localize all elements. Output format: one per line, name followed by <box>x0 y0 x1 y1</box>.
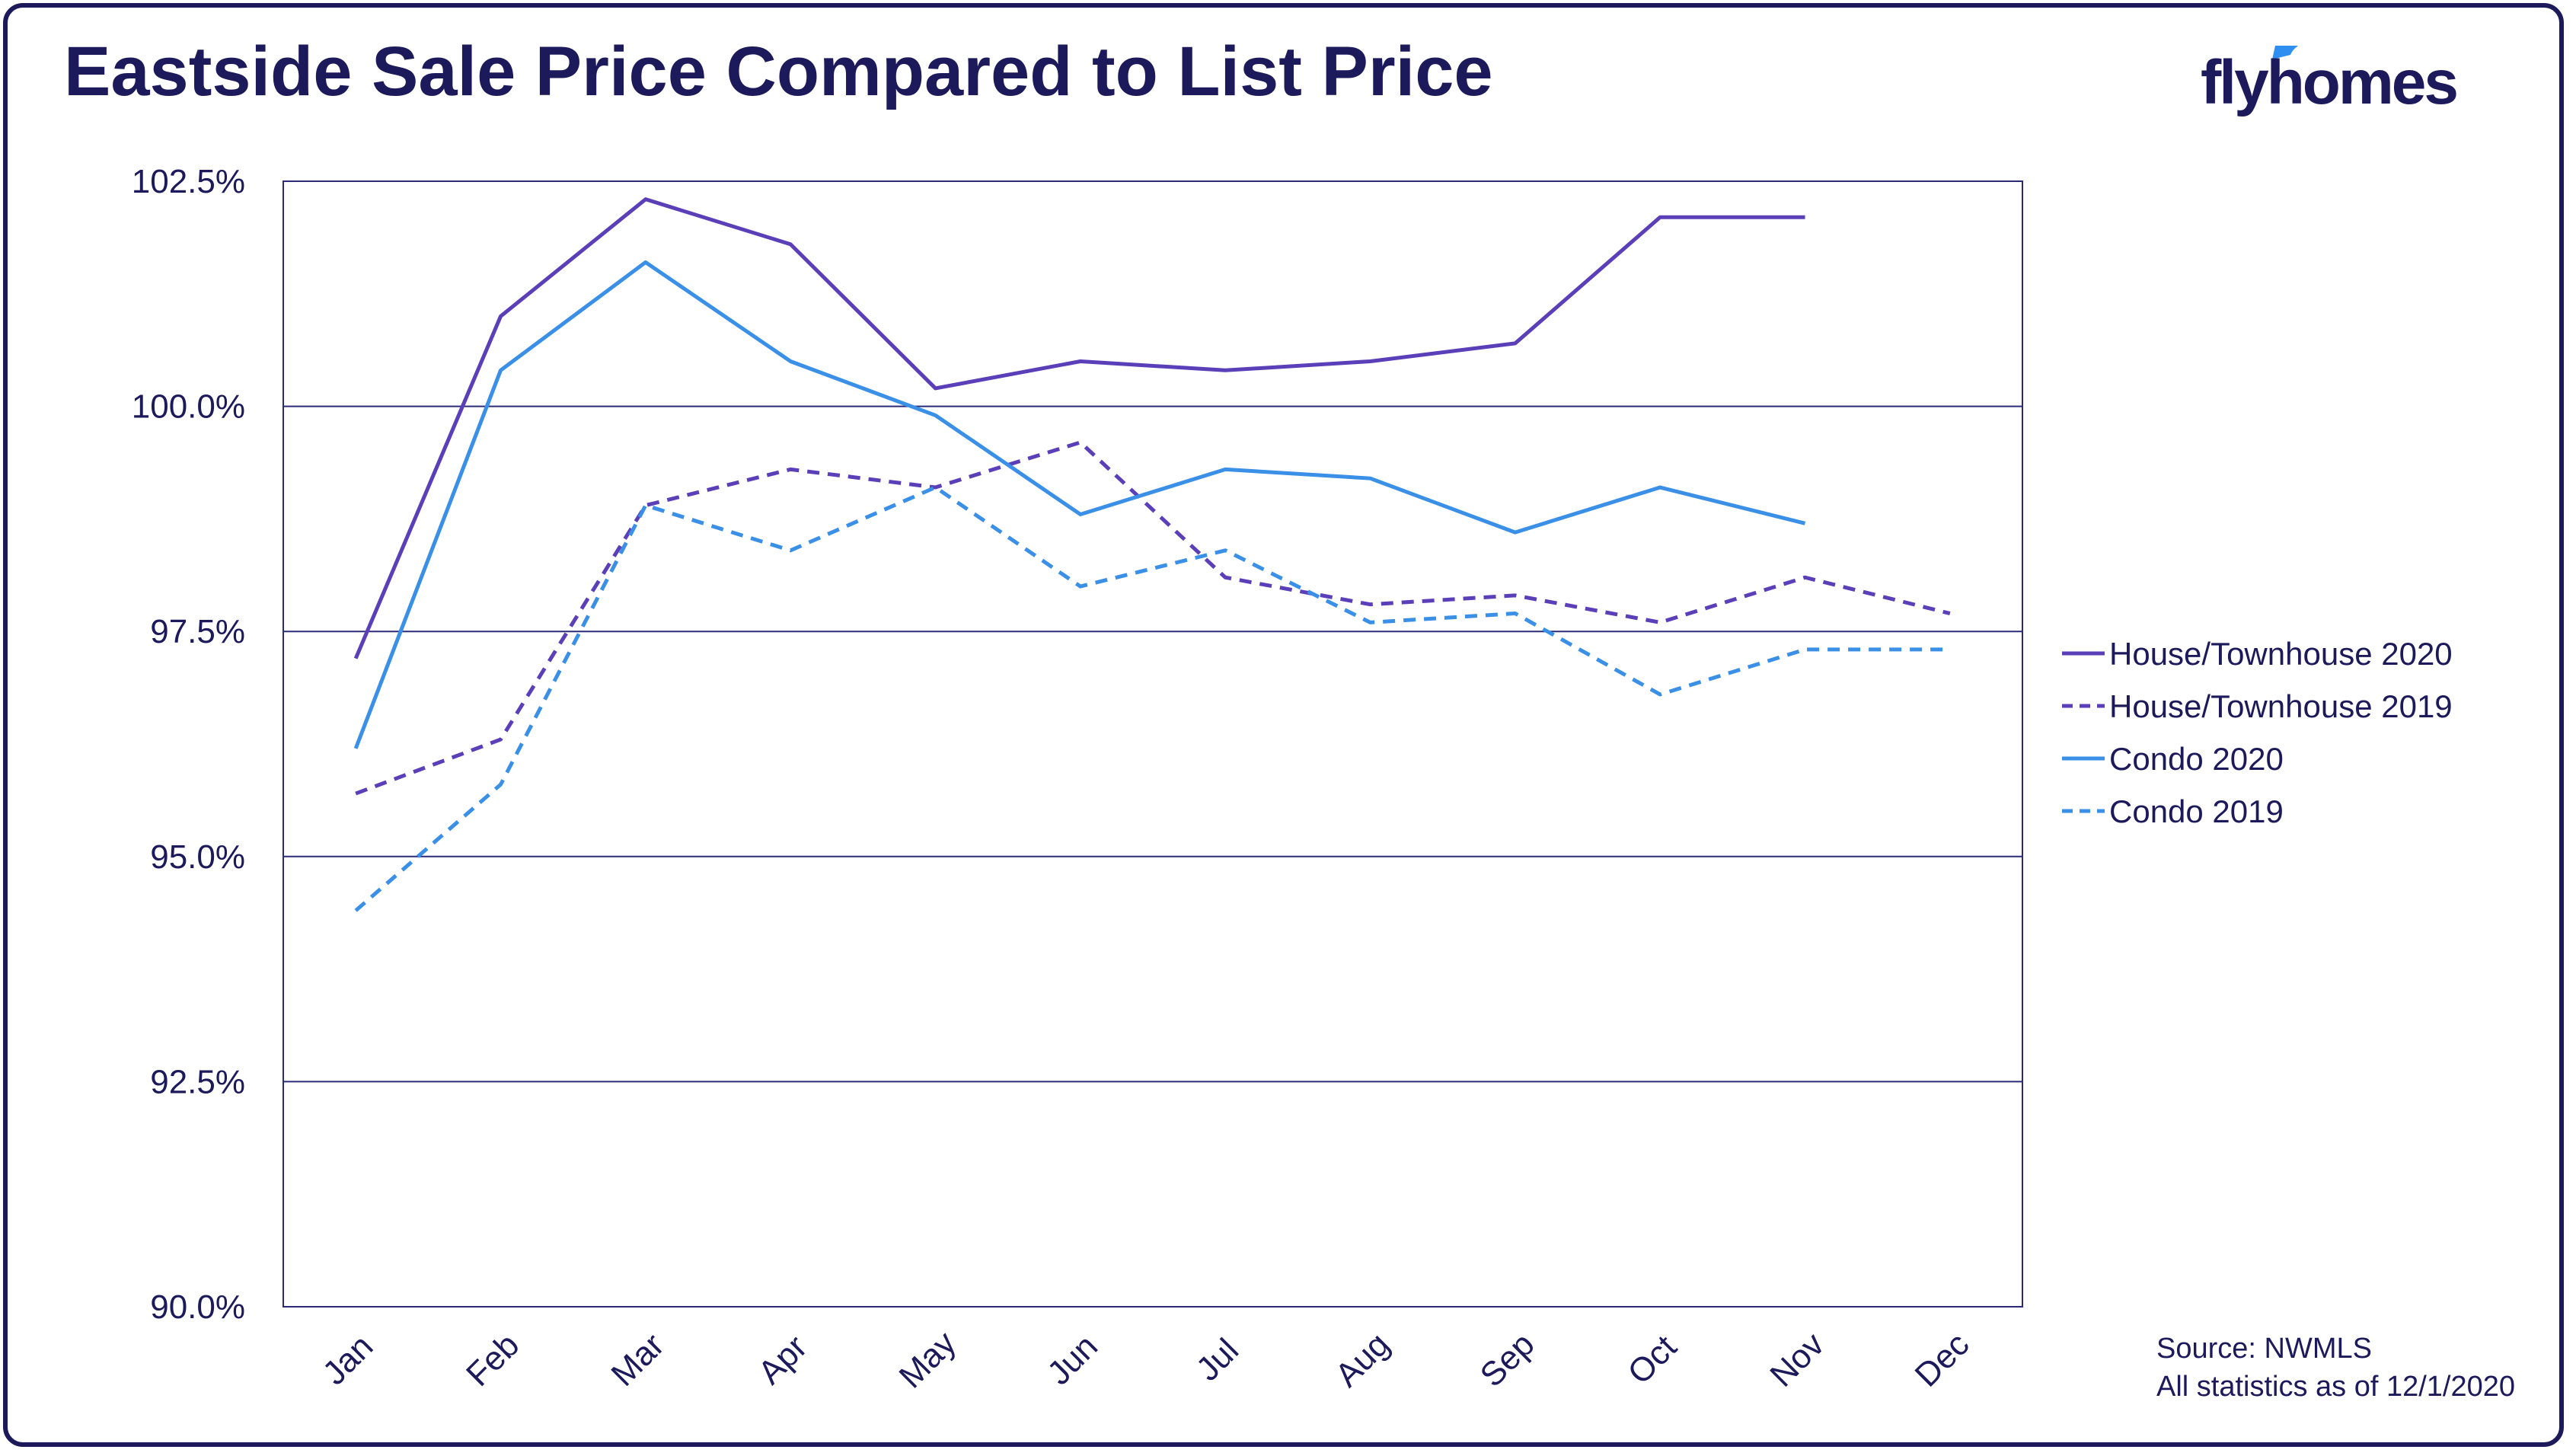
series-line-house-townhouse-2019 <box>355 440 1951 796</box>
y-tick-label: 102.5% <box>132 163 245 200</box>
x-tick-label: Mar <box>604 1327 671 1394</box>
legend-label: Condo 2020 <box>2109 741 2284 777</box>
x-tick-label: Dec <box>1908 1326 1977 1394</box>
series-line-house-townhouse-2020 <box>353 197 1805 659</box>
y-tick-label: 97.5% <box>150 613 245 650</box>
grid-layer <box>282 180 2023 1308</box>
x-tick-label: Jan <box>316 1327 381 1392</box>
series-line-condo-2019 <box>354 485 1950 912</box>
plot-area-border <box>282 180 2023 1308</box>
x-tick-label: Sep <box>1473 1326 1542 1394</box>
chart-title: Eastside Sale Price Compared to List Pri… <box>64 33 1493 110</box>
x-tick-label: Oct <box>1620 1328 1684 1391</box>
source-note: Source: NWMLS All statistics as of 12/1/… <box>2156 1330 2515 1406</box>
logo-wordmark: flyhomes <box>2201 48 2459 117</box>
flyhomes-logo: flyhomes <box>2201 37 2505 128</box>
series-layer <box>353 197 1951 912</box>
x-tick-label: Jul <box>1189 1332 1246 1388</box>
y-tick-label: 90.0% <box>150 1288 245 1326</box>
y-tick-label: 95.0% <box>150 838 245 876</box>
statistics-date-line: All statistics as of 12/1/2020 <box>2156 1371 2516 1403</box>
x-tick-label: Feb <box>459 1327 526 1394</box>
y-tick-label: 100.0% <box>132 388 245 426</box>
x-tick-label: May <box>892 1324 963 1395</box>
x-tick-label: Aug <box>1328 1326 1397 1394</box>
x-tick-label: Apr <box>751 1328 814 1391</box>
chart-frame <box>3 3 2564 1447</box>
source-line: Source: NWMLS <box>2156 1333 2372 1365</box>
legend: House/Townhouse 2020 House/Townhouse 2019… <box>2062 636 2453 829</box>
x-tick-label: Nov <box>1763 1326 1831 1394</box>
series-line-condo-2020 <box>353 260 1806 749</box>
legend-label: House/Townhouse 2020 <box>2109 636 2453 672</box>
y-tick-label: 92.5% <box>150 1063 245 1100</box>
legend-label: House/Townhouse 2019 <box>2109 688 2453 724</box>
logo-flag-icon <box>2272 46 2298 59</box>
legend-label: Condo 2019 <box>2109 793 2284 829</box>
axis-layer: 102.5% 100.0% 97.5% 95.0% 92.5% 90.0% Jan Feb Ma… <box>132 163 1977 1395</box>
x-tick-label: Jun <box>1040 1327 1105 1392</box>
